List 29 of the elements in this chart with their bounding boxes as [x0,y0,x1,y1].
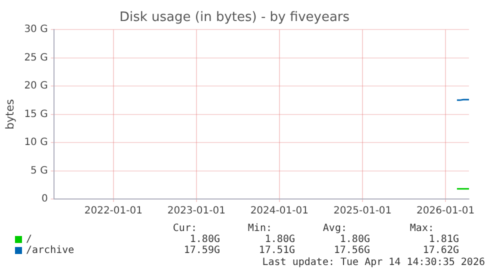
text: 17.56G [334,245,370,257]
x-tick-label: 2026-01-01 [416,206,475,217]
text: 17.51G [258,245,295,257]
x-tick-label: 2024-01-01 [250,206,308,217]
x-tick-label: 2023-01-01 [167,206,226,217]
y-tick-label: 15 G [24,108,48,120]
text: 1.80G [340,234,370,246]
text: 1.80G [190,234,220,246]
text: 17.62G [422,245,459,257]
y-tick-label: 20 G [24,80,48,92]
text: Cur: [172,223,197,234]
text: Last update: Tue Apr 14 14:30:35 2026 [262,257,485,269]
legend-label: / [26,234,32,245]
x-tick-label: 2022-01-01 [84,206,142,217]
text: 17.59G [184,245,220,257]
y-tick-label: 25 G [24,52,48,64]
text: 1.80G [264,234,295,246]
y-tick-label: 10 G [24,137,48,148]
legend-label: /archive [26,245,74,257]
text: Avg: [322,223,347,234]
text: Max: [410,223,434,234]
y-tick-label: 5 G [30,165,48,176]
chart-title: Disk usage (in bytes) - by fiveyears [119,10,350,26]
x-tick-label: 2025-01-01 [334,206,392,217]
y-axis-title: bytes [3,98,16,130]
y-tick-label: 30 G [24,24,48,36]
text: 1.81G [428,234,459,246]
y-tick-label: 0 [41,194,48,205]
text: Min: [248,223,272,234]
